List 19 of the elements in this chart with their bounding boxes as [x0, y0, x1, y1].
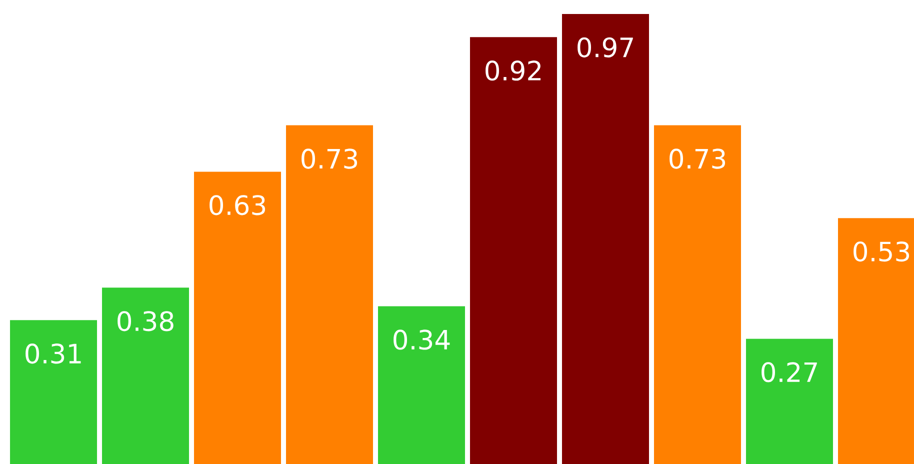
- bar: [746, 338, 833, 464]
- bar: [654, 125, 742, 464]
- data-label: 0.34: [394, 330, 450, 350]
- data-label: 0.73: [670, 148, 726, 169]
- bar: [194, 172, 282, 464]
- data-label: 0.73: [302, 148, 358, 169]
- data-label: 0.97: [578, 37, 633, 58]
- bar: [562, 14, 649, 464]
- data-label: 0.38: [118, 311, 174, 332]
- data-label: 0.63: [210, 195, 266, 216]
- bar: [102, 288, 190, 464]
- bar: [470, 37, 558, 464]
- data-label: 0.27: [762, 362, 817, 382]
- data-label: 0.92: [486, 60, 541, 81]
- bar: [10, 320, 98, 464]
- data-label: 0.53: [854, 241, 910, 262]
- bar: [378, 306, 466, 464]
- bar: [286, 125, 374, 464]
- data-label: 0.31: [26, 344, 81, 364]
